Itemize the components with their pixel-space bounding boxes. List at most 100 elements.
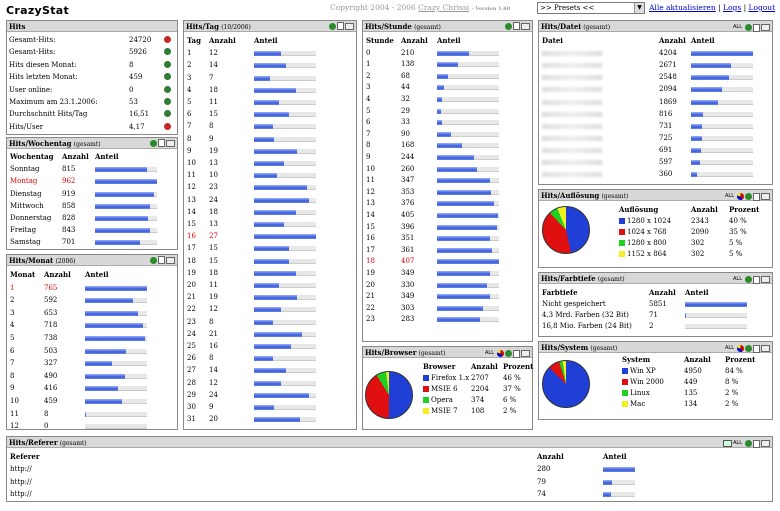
print-icon[interactable]: [753, 344, 760, 353]
row-label: 16: [187, 232, 196, 241]
refresh-icon[interactable]: [745, 276, 752, 283]
refresh-icon[interactable]: [329, 22, 336, 30]
details-icon[interactable]: [761, 440, 770, 447]
details-icon[interactable]: [761, 193, 770, 200]
table-row: 14 18: [184, 207, 356, 217]
pie-chart-icon[interactable]: [737, 345, 744, 352]
details-icon[interactable]: [166, 139, 175, 147]
table-row: 17 361: [363, 245, 532, 255]
row-value: 19: [209, 146, 218, 155]
row-value: 396: [401, 222, 415, 231]
bar: [254, 222, 284, 227]
table-row: 8 168: [363, 140, 532, 150]
bar: [254, 331, 303, 337]
row-value: 407: [401, 257, 415, 266]
refresh-icon[interactable]: [505, 22, 512, 30]
table-row: 6 15: [184, 109, 356, 119]
refresh-icon[interactable]: [745, 440, 752, 447]
row-label: 9: [366, 153, 371, 161]
stat-label: User online:: [9, 85, 53, 94]
stat-row: Durchschnitt Hits/Tag 16,51: [7, 109, 177, 119]
bar: [437, 317, 481, 323]
presets-select[interactable]: >> Presets << ▼: [537, 2, 645, 14]
row-value: 16: [209, 342, 218, 350]
bar: [691, 160, 700, 165]
row-value: 0: [44, 422, 49, 431]
info-icon[interactable]: [164, 122, 171, 130]
details-icon[interactable]: [761, 24, 770, 31]
bar: [691, 63, 731, 69]
row-value: 29: [401, 106, 410, 115]
row-percent: 8 %: [725, 378, 739, 386]
bar: [254, 209, 296, 215]
table-row: 18 15: [184, 256, 356, 266]
table-row: 5 11: [184, 97, 356, 107]
pie-chart-icon[interactable]: [497, 350, 504, 357]
bar-track: [254, 136, 316, 142]
legend-swatch: [622, 401, 628, 407]
info-icon[interactable]: [164, 110, 171, 118]
print-icon[interactable]: [753, 275, 760, 284]
row-label: 16,8 Mio. Farben (24 Bit): [542, 322, 632, 330]
bar-track: [691, 147, 753, 153]
details-icon[interactable]: [166, 256, 175, 264]
info-icon[interactable]: [164, 48, 171, 56]
stat-value: 8: [129, 60, 134, 69]
logs-link[interactable]: Logs: [723, 3, 742, 12]
panel-subtitle: (2006): [55, 258, 76, 265]
print-icon[interactable]: [753, 23, 760, 32]
bar: [437, 120, 442, 126]
row-percent: 40 %: [729, 217, 747, 225]
row-value: 349: [401, 269, 415, 277]
author-link[interactable]: Crazy Chrissi: [418, 3, 470, 12]
all-toggle[interactable]: ALL: [733, 276, 742, 282]
refresh-icon[interactable]: [745, 24, 752, 31]
logout-link[interactable]: Logout: [748, 3, 776, 12]
info-icon[interactable]: [164, 98, 171, 105]
row-percent: 5 %: [729, 239, 743, 247]
print-icon[interactable]: [337, 22, 344, 30]
print-icon[interactable]: [158, 139, 165, 147]
all-toggle[interactable]: ALL: [733, 440, 742, 446]
all-toggle[interactable]: ALL: [725, 345, 734, 351]
all-toggle[interactable]: ALL: [485, 350, 494, 356]
chevron-down-icon[interactable]: ▼: [634, 3, 644, 13]
table-row: 4,3 Mrd. Farben (32 Bit) 71: [539, 310, 772, 320]
pie-chart-icon[interactable]: [737, 193, 744, 200]
refresh-icon[interactable]: [745, 345, 752, 352]
info-icon[interactable]: [164, 85, 171, 93]
all-toggle[interactable]: ALL: [733, 24, 742, 30]
all-toggle[interactable]: ALL: [725, 193, 734, 199]
row-label: 8: [10, 371, 15, 380]
row-value: 11: [209, 281, 218, 289]
print-icon[interactable]: [753, 439, 760, 448]
details-icon[interactable]: [521, 350, 530, 357]
bar: [437, 259, 499, 265]
refresh-icon[interactable]: [745, 193, 752, 200]
row-label: 12: [10, 422, 19, 431]
print-icon[interactable]: [158, 256, 165, 264]
row-label: 2: [366, 71, 371, 80]
refresh-all-link[interactable]: Alle aktualisieren: [649, 3, 716, 12]
info-icon[interactable]: [164, 73, 171, 81]
row-label: Win XP: [630, 367, 656, 375]
refresh-icon[interactable]: [150, 256, 157, 264]
print-icon[interactable]: [513, 349, 520, 358]
computer-icon[interactable]: [723, 440, 732, 447]
table-row: 23 283: [363, 314, 532, 324]
details-icon[interactable]: [521, 22, 530, 30]
column-header: Farbtiefe: [542, 288, 578, 297]
print-icon[interactable]: [513, 22, 520, 30]
row-value: 725: [659, 133, 673, 142]
details-icon[interactable]: [345, 22, 354, 30]
legend-swatch: [423, 386, 429, 392]
refresh-icon[interactable]: [150, 139, 157, 147]
info-icon[interactable]: [164, 60, 171, 68]
panel-title: Hits/Referer: [9, 438, 58, 447]
info-icon[interactable]: [164, 36, 171, 43]
print-icon[interactable]: [753, 192, 760, 201]
row-label: 11: [10, 409, 19, 418]
details-icon[interactable]: [761, 276, 770, 283]
refresh-icon[interactable]: [505, 350, 512, 357]
details-icon[interactable]: [761, 345, 770, 352]
